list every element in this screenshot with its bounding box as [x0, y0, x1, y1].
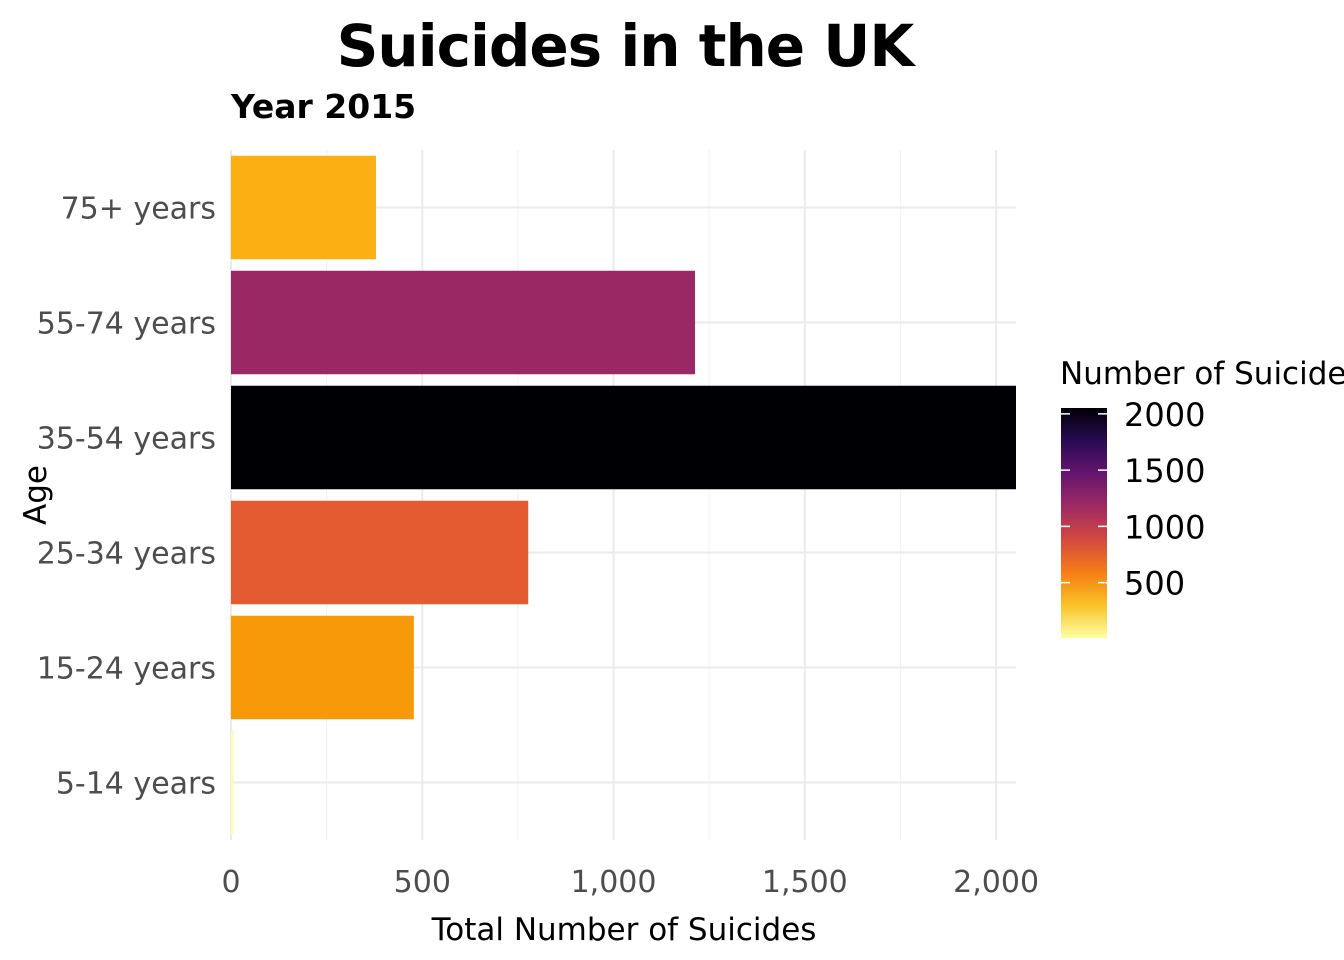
- x-tick-label: 500: [394, 865, 451, 900]
- bar-75-years: [231, 155, 376, 260]
- chart-subtitle: Year 2015: [230, 87, 416, 126]
- x-tick-labels: 0 500 1,000 1,500 2,000: [221, 865, 1039, 900]
- colorbar-ticks: 500 1000 1500 2000: [1061, 396, 1205, 603]
- chart-title: Suicides in the UK: [337, 12, 917, 80]
- colorbar-label: 1000: [1124, 508, 1205, 546]
- y-tick-label: 15-24 years: [37, 652, 216, 687]
- x-axis-title: Total Number of Suicides: [431, 912, 817, 948]
- x-tick-label: 2,000: [953, 865, 1039, 900]
- bar-25-34-years: [231, 500, 529, 605]
- y-tick-label: 5-14 years: [56, 767, 216, 802]
- legend: Number of Suicides 500 1000 1500 2000: [1060, 356, 1344, 638]
- x-tick-label: 0: [221, 865, 240, 900]
- y-tick-labels: 5-14 years 15-24 years 25-34 years 35-54 ye…: [37, 192, 216, 802]
- colorbar: [1061, 408, 1107, 638]
- bars: [231, 155, 1016, 835]
- y-tick-label: 35-54 years: [37, 422, 216, 457]
- y-axis-title: Age: [18, 465, 54, 525]
- bar-15-24-years: [231, 615, 414, 720]
- y-tick-label: 75+ years: [61, 192, 216, 227]
- colorbar-label: 1500: [1124, 452, 1205, 490]
- y-tick-label: 25-34 years: [37, 537, 216, 572]
- x-tick-label: 1,500: [762, 865, 848, 900]
- x-tick-label: 1,000: [571, 865, 657, 900]
- bar-5-14-years: [231, 730, 235, 835]
- y-tick-label: 55-74 years: [37, 307, 216, 342]
- colorbar-label: 2000: [1124, 396, 1205, 434]
- bar-35-54-years: [231, 385, 1016, 490]
- legend-title: Number of Suicides: [1060, 356, 1344, 392]
- colorbar-label: 500: [1124, 565, 1185, 603]
- bar-55-74-years: [231, 270, 696, 375]
